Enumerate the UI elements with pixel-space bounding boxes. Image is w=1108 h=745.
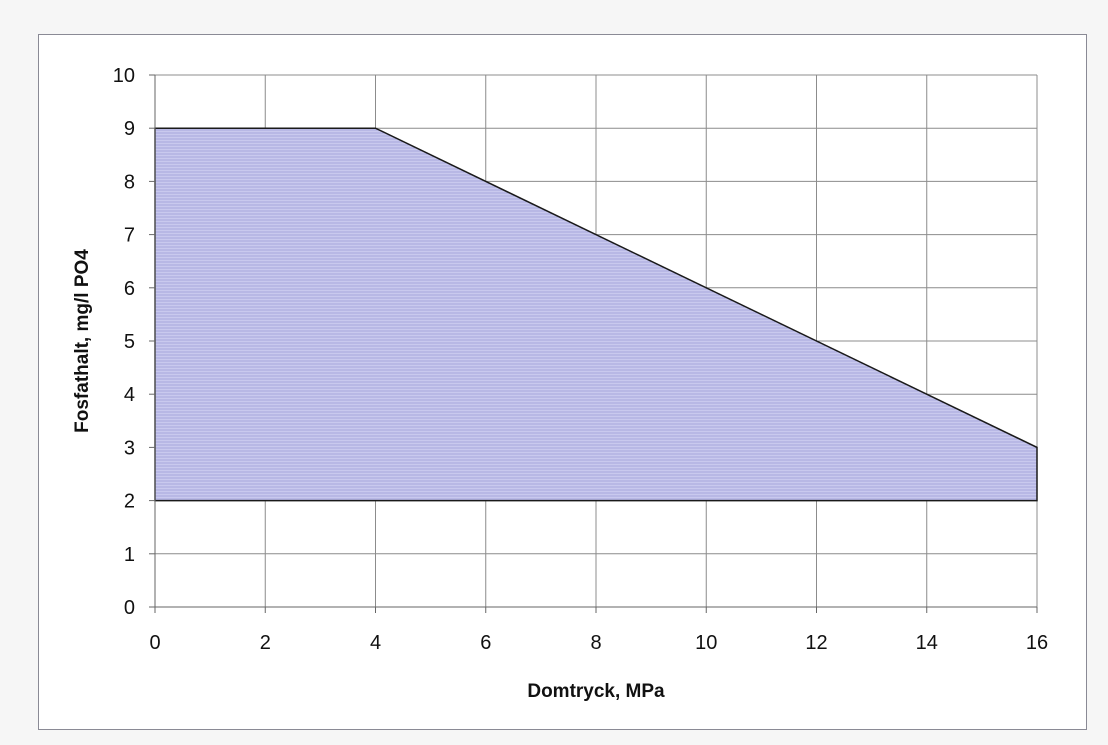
y-axis-title: Fosfathalt, mg/l PO4: [72, 249, 93, 433]
y-tick-label: 8: [124, 171, 135, 193]
y-tick-label: 9: [124, 118, 135, 140]
y-tick-label: 2: [124, 491, 135, 513]
x-tick-label: 8: [590, 632, 601, 654]
axis-layer: [149, 74, 1038, 613]
x-tick-label: 12: [805, 632, 827, 654]
x-axis-title: Domtryck, MPa: [527, 681, 665, 702]
y-tick-label: 6: [124, 278, 135, 300]
y-tick-label: 3: [124, 437, 135, 459]
x-tick-label: 16: [1026, 632, 1048, 654]
x-tick-label: 4: [370, 632, 381, 654]
x-tick-label: 14: [916, 632, 938, 654]
x-tick-label: 0: [149, 632, 160, 654]
y-tick-label: 4: [124, 384, 135, 406]
y-tick-label: 1: [124, 544, 135, 566]
y-tick-label: 0: [124, 597, 135, 619]
y-tick-label: 5: [124, 331, 135, 353]
x-tick-label: 10: [695, 632, 717, 654]
x-tick-label: 6: [480, 632, 491, 654]
x-tick-label: 2: [260, 632, 271, 654]
y-tick-label: 10: [113, 65, 135, 87]
y-tick-label: 7: [124, 225, 135, 247]
